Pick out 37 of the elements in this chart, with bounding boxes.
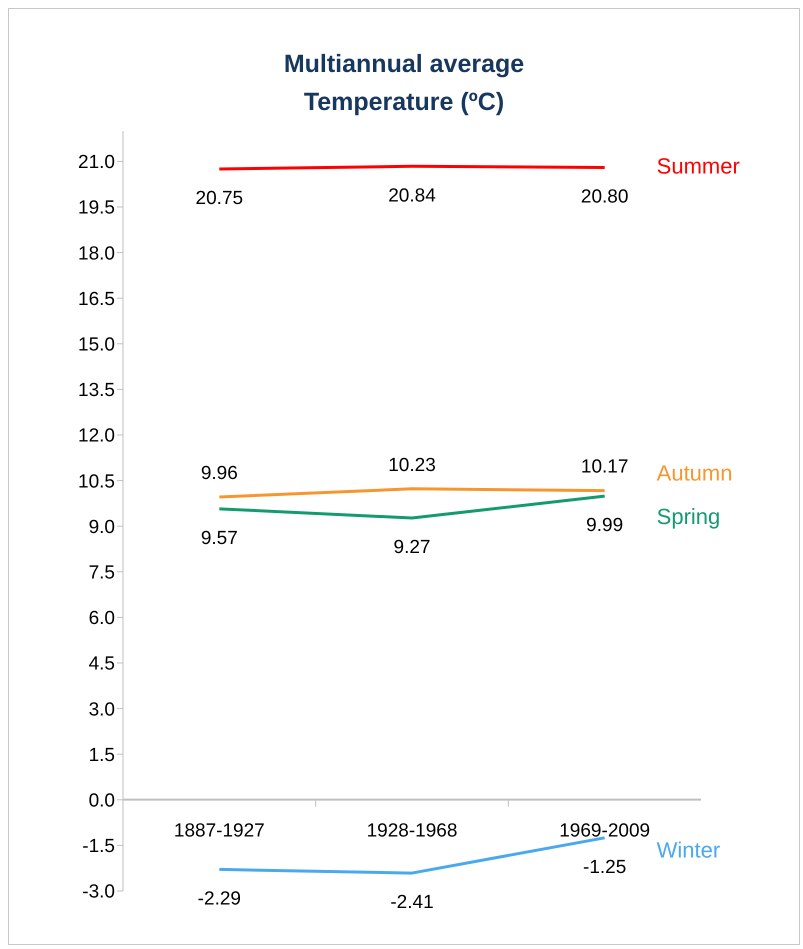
- x-tick-label: 1887-1927: [174, 820, 265, 842]
- y-tick-label: 0.0: [88, 790, 115, 812]
- y-tick-label: 18.0: [78, 243, 115, 264]
- y-tick-label: 1.5: [88, 744, 115, 766]
- y-tick-label: -3.0: [82, 882, 115, 903]
- data-label: 9.57: [200, 528, 238, 549]
- y-tick-label: 21.0: [78, 152, 115, 174]
- x-tick-label: 1969-2009: [559, 820, 650, 842]
- y-tick-label: 15.0: [78, 334, 115, 356]
- y-tick-label: 9.0: [88, 516, 115, 538]
- data-label: 20.84: [388, 185, 436, 206]
- text: Spring: [656, 504, 720, 529]
- text: Autumn: [656, 460, 732, 486]
- data-label: 10.17: [580, 456, 628, 478]
- chart-title: Multiannual average Temperature (ºC): [282, 49, 526, 118]
- y-tick-label: 7.5: [88, 562, 115, 584]
- y-tick-label: 4.5: [88, 654, 115, 675]
- data-label: 9.99: [586, 515, 624, 536]
- data-label: 9.27: [394, 536, 430, 558]
- y-tick-label: 6.0: [88, 608, 115, 630]
- x-tick-label: 1928-1968: [366, 820, 458, 842]
- data-label: 20.75: [196, 188, 244, 209]
- y-tick-label: 19.5: [78, 198, 115, 219]
- data-label: -1.25: [583, 856, 626, 878]
- data-label: 20.80: [580, 186, 628, 208]
- y-tick-label: 10.5: [78, 471, 115, 492]
- y-tick-label: 3.0: [88, 699, 115, 720]
- text: Winter: [656, 838, 720, 863]
- text: Summer: [656, 153, 740, 178]
- data-label: -2.29: [198, 888, 241, 910]
- y-tick-label: 12.0: [78, 426, 115, 447]
- y-tick-label: 16.5: [78, 288, 115, 310]
- data-label: 10.23: [388, 454, 436, 476]
- data-label: -2.41: [390, 892, 434, 914]
- y-tick-label: -1.5: [82, 836, 115, 858]
- y-tick-label: 13.5: [78, 380, 115, 402]
- data-label: 9.96: [200, 463, 238, 484]
